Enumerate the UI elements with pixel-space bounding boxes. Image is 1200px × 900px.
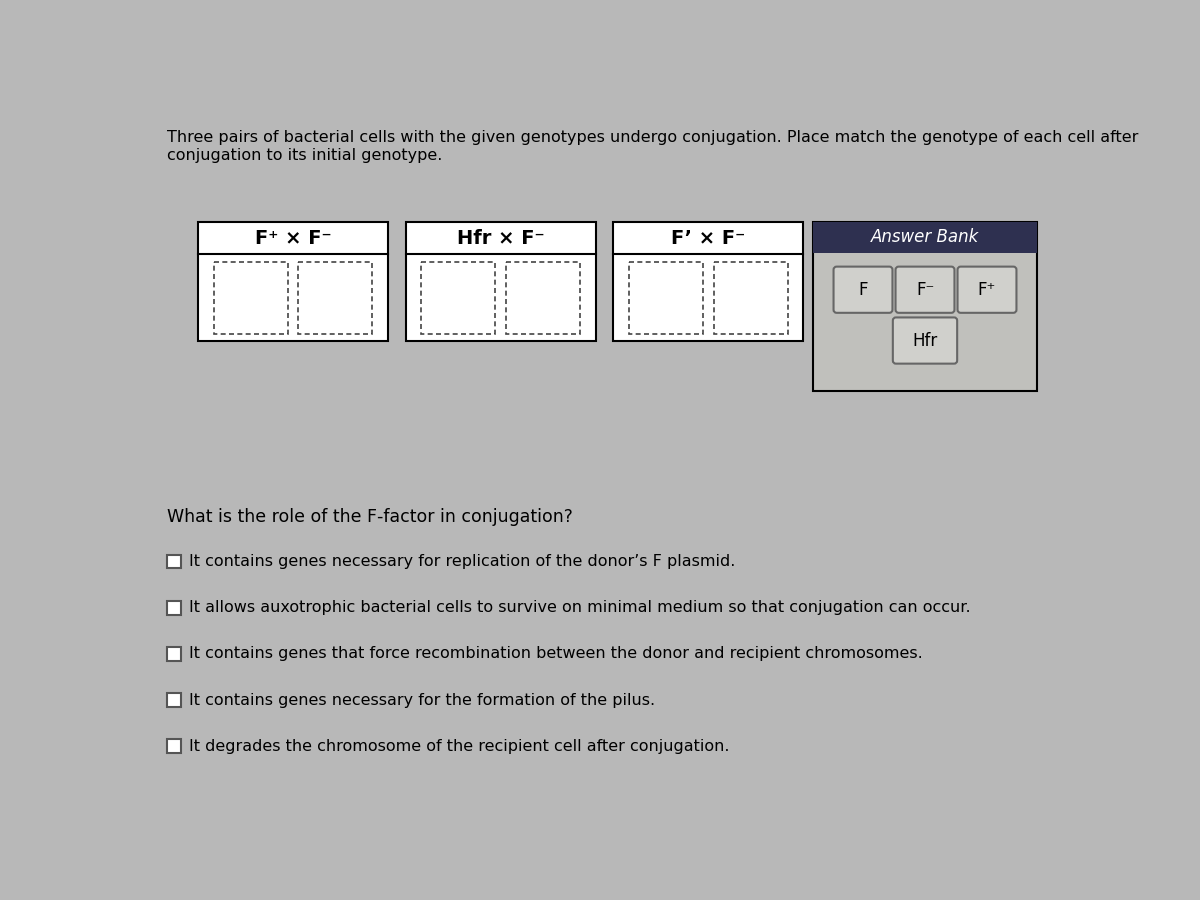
Text: F⁺ × F⁻: F⁺ × F⁻ [254,229,331,248]
FancyBboxPatch shape [167,740,181,753]
Text: Three pairs of bacterial cells with the given genotypes undergo conjugation. Pla: Three pairs of bacterial cells with the … [167,130,1139,145]
FancyBboxPatch shape [167,601,181,615]
Text: It allows auxotrophic bacterial cells to survive on minimal medium so that conju: It allows auxotrophic bacterial cells to… [188,600,971,616]
Text: Hfr × F⁻: Hfr × F⁻ [457,229,545,248]
Text: Answer Bank: Answer Bank [871,229,979,247]
Text: It degrades the chromosome of the recipient cell after conjugation.: It degrades the chromosome of the recipi… [188,739,730,754]
Text: It contains genes necessary for replication of the donor’s F plasmid.: It contains genes necessary for replicat… [188,554,736,569]
FancyBboxPatch shape [958,266,1016,313]
FancyBboxPatch shape [406,222,595,341]
FancyBboxPatch shape [421,262,496,334]
FancyBboxPatch shape [167,554,181,569]
Text: F⁺: F⁺ [978,281,996,299]
FancyBboxPatch shape [214,262,288,334]
Text: F’ × F⁻: F’ × F⁻ [671,229,745,248]
Text: What is the role of the F-factor in conjugation?: What is the role of the F-factor in conj… [167,508,572,526]
FancyBboxPatch shape [629,262,703,334]
FancyBboxPatch shape [167,693,181,707]
FancyBboxPatch shape [812,222,1037,392]
FancyBboxPatch shape [167,647,181,661]
FancyBboxPatch shape [834,266,893,313]
Text: F⁻: F⁻ [916,281,934,299]
FancyBboxPatch shape [714,262,788,334]
FancyBboxPatch shape [812,222,1037,253]
FancyBboxPatch shape [198,222,388,341]
Text: F: F [858,281,868,299]
FancyBboxPatch shape [506,262,580,334]
Text: Hfr: Hfr [912,331,937,349]
FancyBboxPatch shape [895,266,954,313]
Text: It contains genes that force recombination between the donor and recipient chrom: It contains genes that force recombinati… [188,646,923,662]
FancyBboxPatch shape [299,262,372,334]
FancyBboxPatch shape [893,318,958,364]
Text: It contains genes necessary for the formation of the pilus.: It contains genes necessary for the form… [188,693,655,707]
Text: conjugation to its initial genotype.: conjugation to its initial genotype. [167,148,443,163]
FancyBboxPatch shape [613,222,803,341]
